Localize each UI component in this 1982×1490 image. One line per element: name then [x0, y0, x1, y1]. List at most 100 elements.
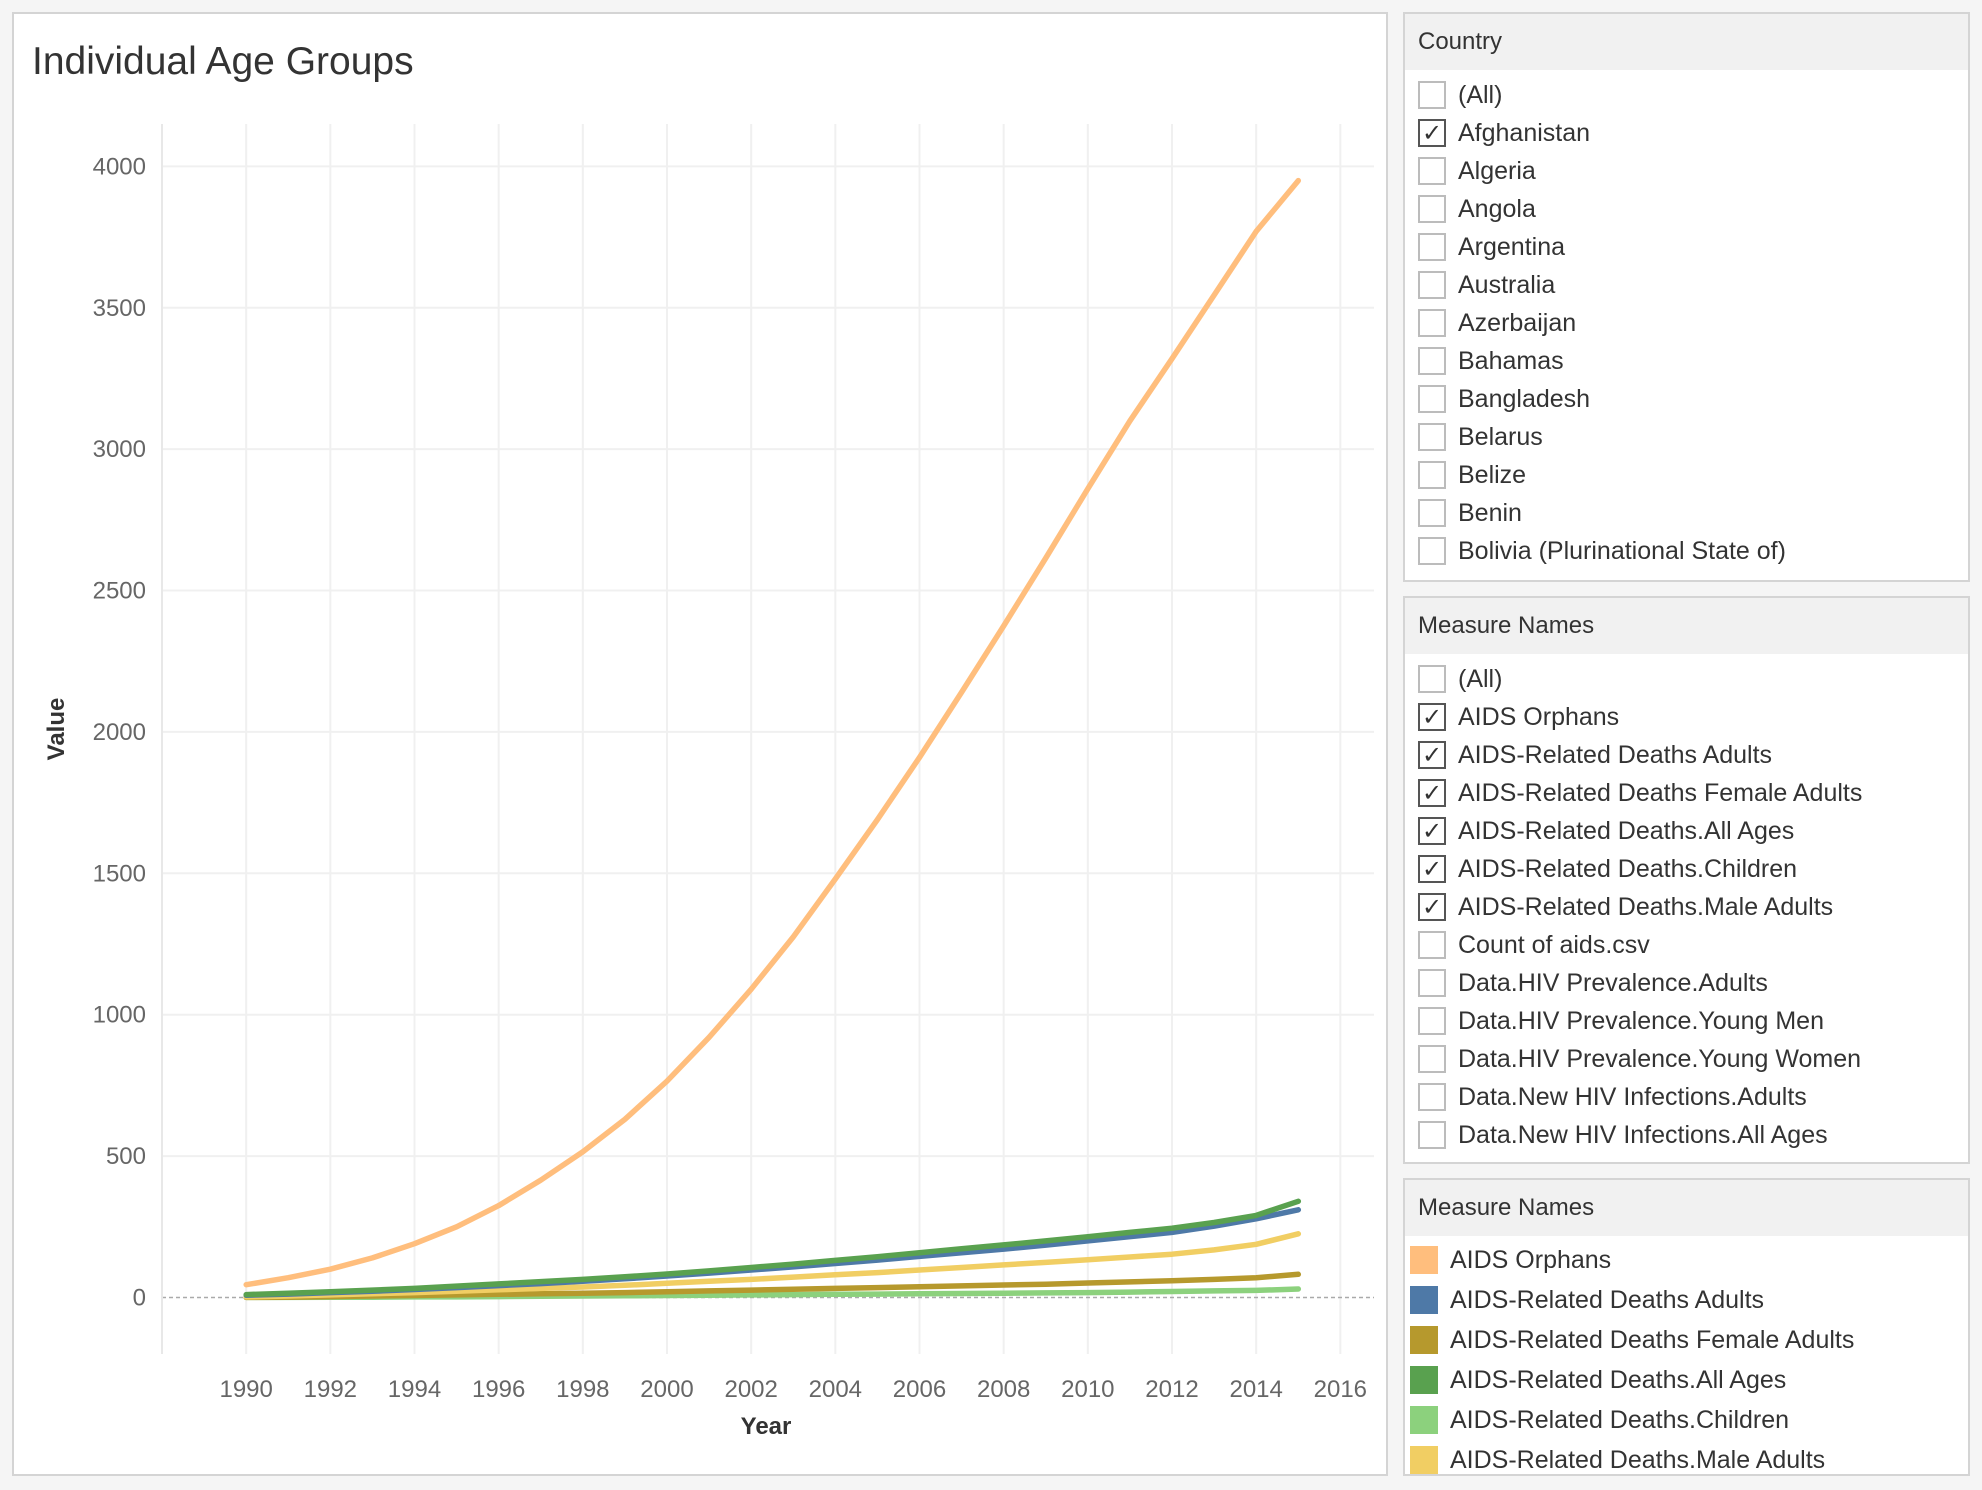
country-filter-item-bangladesh[interactable]: Bangladesh: [1405, 380, 1968, 418]
country-filter-item-benin[interactable]: Benin: [1405, 494, 1968, 532]
x-tick-label: 1994: [388, 1376, 441, 1403]
country-filter-item-belize[interactable]: Belize: [1405, 456, 1968, 494]
measure-filter-item-aids-orphans[interactable]: ✓ AIDS Orphans: [1405, 698, 1968, 736]
country-filter-item-label: Angola: [1458, 194, 1536, 223]
line-chart[interactable]: 0 500 1000 1500 2000 2500 3000 3500 4000 1990 1992…: [14, 14, 1386, 1474]
country-filter-item-bahamas[interactable]: Bahamas: [1405, 342, 1968, 380]
checkbox-icon[interactable]: [1418, 423, 1446, 451]
country-filter-item-label: Azerbaijan: [1458, 308, 1577, 337]
checkbox-icon[interactable]: [1418, 537, 1446, 565]
checkbox-icon[interactable]: [1418, 271, 1446, 299]
y-tick-label: 1500: [93, 860, 146, 887]
legend-swatch: [1410, 1366, 1438, 1394]
country-filter-item-bolivia-plurinational-state-of[interactable]: Bolivia (Plurinational State of): [1405, 532, 1968, 570]
country-filter-item-argentina[interactable]: Argentina: [1405, 228, 1968, 266]
country-filter-list[interactable]: (All) ✓ Afghanistan Algeria Angola Argentina A…: [1405, 70, 1968, 570]
country-filter-item-label: Bolivia (Plurinational State of): [1458, 536, 1786, 565]
x-tick-label: 2006: [893, 1376, 946, 1403]
checkbox-checked-icon[interactable]: ✓: [1418, 779, 1446, 807]
x-tick-label: 1998: [556, 1376, 609, 1403]
country-filter-item-algeria[interactable]: Algeria: [1405, 152, 1968, 190]
measure-filter-item-data-hiv-prevalence-young-women[interactable]: Data.HIV Prevalence.Young Women: [1405, 1040, 1968, 1078]
country-filter-item-label: Argentina: [1458, 232, 1566, 261]
checkbox-icon[interactable]: [1418, 309, 1446, 337]
measure-filter-item-label: AIDS-Related Deaths.Children: [1458, 854, 1798, 883]
measure-filter-list[interactable]: (All) ✓ AIDS Orphans ✓ AIDS-Related Deaths A…: [1405, 654, 1968, 1154]
measure-filter-item-aids-related-deaths-all-ages[interactable]: ✓ AIDS-Related Deaths.All Ages: [1405, 812, 1968, 850]
series-line-aids-related-deaths-male-adults: [243, 1231, 1302, 1300]
country-filter-item-label: Bahamas: [1458, 346, 1564, 375]
checkbox-icon[interactable]: [1418, 81, 1446, 109]
legend-label: AIDS-Related Deaths Adults: [1450, 1285, 1765, 1314]
x-tick-label: 2008: [977, 1376, 1030, 1403]
checkbox-icon[interactable]: [1418, 931, 1446, 959]
checkbox-checked-icon[interactable]: ✓: [1418, 817, 1446, 845]
checkbox-icon[interactable]: [1418, 969, 1446, 997]
measure-filter-item-label: Count of aids.csv: [1458, 930, 1650, 959]
checkbox-icon[interactable]: [1418, 347, 1446, 375]
checkbox-icon[interactable]: [1418, 385, 1446, 413]
measure-filter-item-data-new-hiv-infections-all-ages[interactable]: Data.New HIV Infections.All Ages: [1405, 1116, 1968, 1154]
measure-filter-item-count-of-aids-csv[interactable]: Count of aids.csv: [1405, 926, 1968, 964]
checkbox-checked-icon[interactable]: ✓: [1418, 119, 1446, 147]
measure-filter-item-data-hiv-prevalence-young-men[interactable]: Data.HIV Prevalence.Young Men: [1405, 1002, 1968, 1040]
x-tick-label: 2012: [1145, 1376, 1198, 1403]
x-tick-label: 2000: [640, 1376, 693, 1403]
y-axis-title: Value: [43, 698, 70, 761]
country-filter-item-label: Algeria: [1458, 156, 1536, 185]
measure-filter-item-aids-related-deaths-adults[interactable]: ✓ AIDS-Related Deaths Adults: [1405, 736, 1968, 774]
checkbox-checked-icon[interactable]: ✓: [1418, 703, 1446, 731]
checkbox-icon[interactable]: [1418, 461, 1446, 489]
checkbox-icon[interactable]: [1418, 499, 1446, 527]
measure-filter-item-label: Data.New HIV Infections.Adults: [1458, 1082, 1807, 1111]
measure-filter-item-aids-related-deaths-female-adults[interactable]: ✓ AIDS-Related Deaths Female Adults: [1405, 774, 1968, 812]
series-line-aids-related-deaths-all-ages: [243, 1198, 1302, 1298]
legend-item-aids-related-deaths-male-adults: AIDS-Related Deaths.Male Adults: [1405, 1440, 1968, 1474]
legend-swatch: [1410, 1326, 1438, 1354]
country-filter-item-afghanistan[interactable]: ✓ Afghanistan: [1405, 114, 1968, 152]
checkbox-icon[interactable]: [1418, 157, 1446, 185]
legend-list: AIDS Orphans AIDS-Related Deaths Adults AI…: [1405, 1236, 1968, 1474]
country-filter-item-australia[interactable]: Australia: [1405, 266, 1968, 304]
measure-filter-item-label: AIDS Orphans: [1458, 702, 1620, 731]
legend-swatch: [1410, 1246, 1438, 1274]
measure-filter-item-label: AIDS-Related Deaths Female Adults: [1458, 778, 1863, 807]
checkbox-checked-icon[interactable]: ✓: [1418, 855, 1446, 883]
legend-label: AIDS Orphans: [1450, 1245, 1612, 1274]
checkbox-icon[interactable]: [1418, 195, 1446, 223]
legend-panel: Measure Names AIDS Orphans AIDS-Related D…: [1403, 1178, 1970, 1476]
x-tick-label: 2010: [1061, 1376, 1114, 1403]
measure-filter-item-aids-related-deaths-children[interactable]: ✓ AIDS-Related Deaths.Children: [1405, 850, 1968, 888]
x-tick-label: 1990: [219, 1376, 272, 1403]
legend-item-aids-related-deaths-all-ages: AIDS-Related Deaths.All Ages: [1405, 1360, 1968, 1400]
checkbox-checked-icon[interactable]: ✓: [1418, 893, 1446, 921]
measure-filter-item-data-new-hiv-infections-adults[interactable]: Data.New HIV Infections.Adults: [1405, 1078, 1968, 1116]
legend-label: AIDS-Related Deaths.All Ages: [1450, 1365, 1787, 1394]
measure-filter-item-label: AIDS-Related Deaths Adults: [1458, 740, 1773, 769]
measure-filter-item-aids-related-deaths-male-adults[interactable]: ✓ AIDS-Related Deaths.Male Adults: [1405, 888, 1968, 926]
chart-title: Individual Age Groups: [32, 40, 414, 83]
y-tick-label: 3000: [93, 436, 146, 463]
country-filter-item-belarus[interactable]: Belarus: [1405, 418, 1968, 456]
legend-item-aids-related-deaths-children: AIDS-Related Deaths.Children: [1405, 1400, 1968, 1440]
checkbox-icon[interactable]: [1418, 665, 1446, 693]
series-line-aids-related-deaths-female-adults: [243, 1271, 1302, 1301]
x-axis-title: Year: [741, 1413, 792, 1440]
checkbox-icon[interactable]: [1418, 1007, 1446, 1035]
legend-item-aids-related-deaths-adults: AIDS-Related Deaths Adults: [1405, 1280, 1968, 1320]
country-filter-item-all[interactable]: (All): [1405, 76, 1968, 114]
chart-panel: Individual Age Groups 0 500 1000 1500 2000 25…: [12, 12, 1388, 1476]
x-tick-label: 2016: [1314, 1376, 1367, 1403]
legend-label: AIDS-Related Deaths.Male Adults: [1450, 1445, 1826, 1474]
checkbox-icon[interactable]: [1418, 1045, 1446, 1073]
measure-filter-item-label: AIDS-Related Deaths.All Ages: [1458, 816, 1795, 845]
checkbox-icon[interactable]: [1418, 233, 1446, 261]
checkbox-checked-icon[interactable]: ✓: [1418, 741, 1446, 769]
measure-filter-item-data-hiv-prevalence-adults[interactable]: Data.HIV Prevalence.Adults: [1405, 964, 1968, 1002]
country-filter-item-label: Belize: [1458, 460, 1527, 489]
country-filter-item-azerbaijan[interactable]: Azerbaijan: [1405, 304, 1968, 342]
checkbox-icon[interactable]: [1418, 1121, 1446, 1149]
country-filter-item-angola[interactable]: Angola: [1405, 190, 1968, 228]
checkbox-icon[interactable]: [1418, 1083, 1446, 1111]
measure-filter-item-all[interactable]: (All): [1405, 660, 1968, 698]
